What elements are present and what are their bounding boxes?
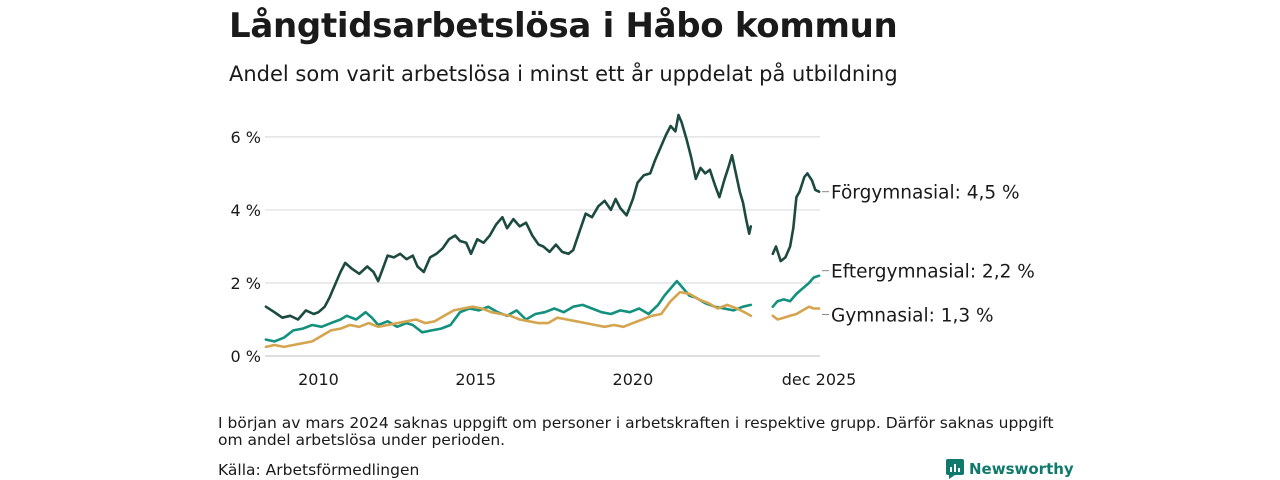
newsworthy-icon [946,459,964,479]
brand-name: Newsworthy [969,460,1074,478]
x-tick-label: 2015 [455,370,496,389]
y-tick-label: 6 % [231,128,261,147]
series-end-label: Förgymnasial: 4,5 % [831,183,1020,204]
series-line-gymnasial-efter-avbrott- [771,305,821,321]
newsworthy-logo[interactable]: Newsworthy [946,459,1074,479]
chart-title: Långtidsarbetslösa i Håbo kommun [229,6,898,46]
series-line-eftergymnasial [264,279,753,343]
series-line-gymnasial [264,290,753,349]
x-tick-label: 2010 [298,370,339,389]
y-tick-label: 0 % [231,347,261,366]
line-chart: 0 % 2 % 4 % 6 % 2010 2015 2020 dec 2025 Förgymna… [231,113,1035,389]
source-text: Källa: Arbetsförmedlingen [218,461,420,479]
footnote: I början av mars 2024 saknas uppgift om … [218,414,1054,449]
x-tick-label: dec 2025 [782,370,857,389]
y-tick-label: 4 % [231,201,261,220]
x-tick-label: 2020 [613,370,654,389]
series-end-label: Eftergymnasial: 2,2 % [831,262,1035,283]
chart-subtitle: Andel som varit arbetslösa i minst ett å… [229,62,898,86]
series-line-förgymnasial [264,113,753,321]
series-line-eftergymnasial-efter-avbrott- [771,274,821,308]
series-end-label: Gymnasial: 1,3 % [831,306,994,327]
series-line-förgymnasial-efter-avbrott- [771,172,821,263]
y-tick-label: 2 % [231,274,261,293]
